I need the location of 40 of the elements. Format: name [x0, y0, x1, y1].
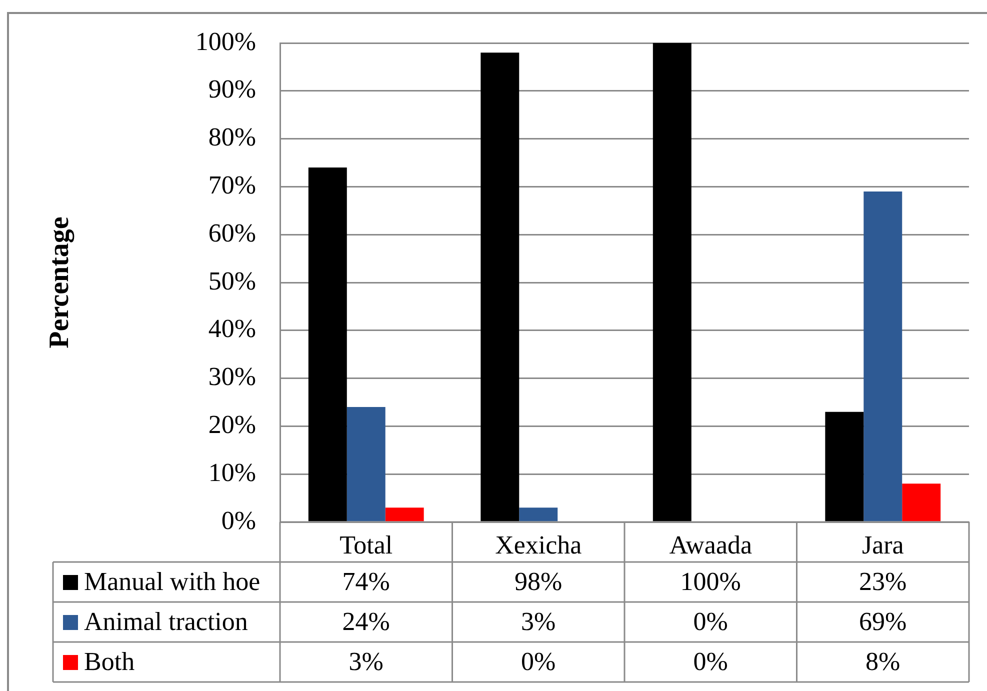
bar — [864, 191, 902, 522]
data-label: 100% — [680, 566, 741, 596]
data-label: 98% — [514, 566, 562, 596]
bar — [346, 407, 386, 522]
bar — [308, 168, 347, 522]
bar — [385, 508, 424, 522]
legend-label: Both — [84, 646, 135, 676]
y-tick-label: 60% — [208, 218, 256, 248]
bar — [480, 52, 520, 522]
legend-label: Manual with hoe — [84, 566, 260, 596]
y-tick-label: 90% — [208, 74, 256, 104]
data-label: 69% — [859, 606, 907, 636]
bar — [519, 508, 558, 522]
legend-label: Animal traction — [84, 606, 248, 636]
data-label: 24% — [342, 606, 390, 636]
y-tick-label: 100% — [195, 26, 256, 56]
data-label: 3% — [348, 646, 384, 676]
y-tick-label: 0% — [221, 506, 256, 535]
bar — [825, 412, 864, 522]
data-label: 74% — [342, 566, 390, 596]
bar — [652, 43, 692, 522]
x-tick-label: Total — [340, 530, 393, 560]
x-tick-label: Xexicha — [495, 530, 582, 560]
y-axis-title: Percentage — [44, 216, 76, 348]
x-tick-label: Jara — [862, 530, 904, 560]
data-label: 23% — [859, 566, 907, 596]
data-label: 0% — [693, 606, 728, 636]
bar — [902, 484, 941, 522]
y-tick-label: 40% — [208, 314, 256, 344]
y-tick-label: 20% — [208, 410, 256, 440]
x-tick-label: Awaada — [669, 530, 752, 560]
data-label: 8% — [866, 646, 900, 676]
y-tick-label: 80% — [208, 122, 256, 152]
data-label: 0% — [693, 646, 728, 676]
data-label: 0% — [521, 646, 556, 676]
y-tick-label: 30% — [208, 362, 256, 392]
y-tick-label: 10% — [208, 458, 256, 487]
y-tick-label: 50% — [208, 266, 256, 296]
data-label: 3% — [521, 606, 556, 636]
y-tick-label: 70% — [208, 170, 256, 200]
